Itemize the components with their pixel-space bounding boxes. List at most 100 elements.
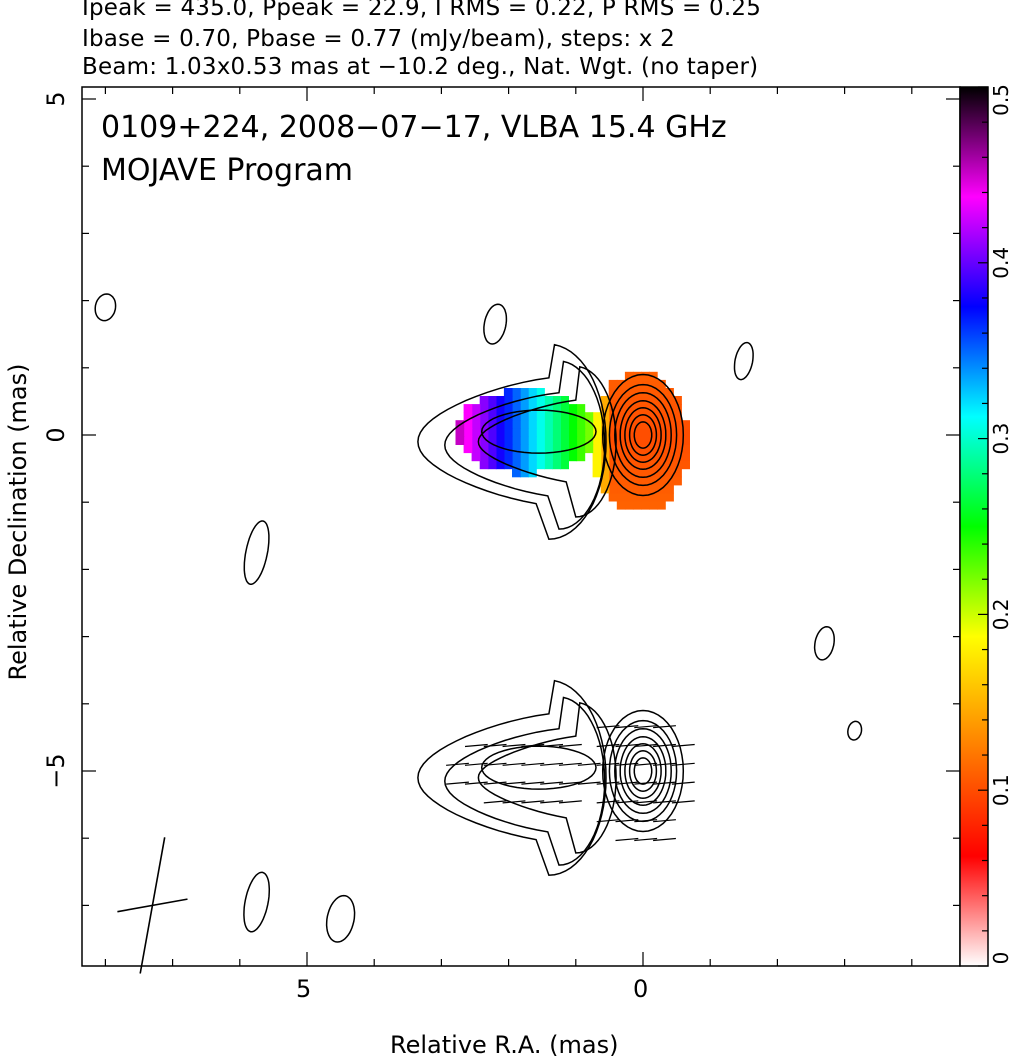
polarization-pixel <box>503 444 513 454</box>
polarization-pixel <box>624 444 634 454</box>
lower-contour-core-5 <box>628 750 658 792</box>
noise-contour-1 <box>483 303 508 345</box>
polarization-pixel <box>592 460 602 470</box>
polarization-pixel <box>512 444 521 454</box>
polarization-pixel <box>560 404 569 413</box>
polarization-pixel <box>487 420 497 429</box>
colorbar-labels: 0 0.1 0.2 0.3 0.4 0.5 <box>989 84 1013 964</box>
polarization-pixel <box>512 468 521 478</box>
lower-contour-2 <box>444 696 606 866</box>
polarization-pixel <box>471 444 481 454</box>
polarization-pixel <box>681 428 690 437</box>
polarization-pixel <box>471 452 481 462</box>
polarization-pixel <box>624 452 634 462</box>
polarization-pixel <box>463 412 473 421</box>
polarization-pixel <box>576 452 586 462</box>
polarization-pixel <box>632 436 642 445</box>
polarization-vector <box>615 743 639 748</box>
polarization-pixel <box>616 484 626 494</box>
x-tick-label-5: 5 <box>296 975 312 1003</box>
polarization-pixel <box>649 492 658 502</box>
polarization-pixel <box>600 484 610 494</box>
polarization-pixel <box>536 404 545 413</box>
x-axis-label: Relative R.A. (mas) <box>390 1031 619 1059</box>
lower-contour-jet <box>480 745 597 790</box>
polarization-pixel <box>616 396 626 405</box>
polarization-pixel <box>632 452 642 462</box>
polarization-vector <box>502 762 526 766</box>
upper-contour-core-5 <box>628 414 658 456</box>
polarization-pixel <box>479 460 489 470</box>
polarization-pixel <box>592 444 602 454</box>
polarization-pixel <box>552 452 561 462</box>
polarization-pixel <box>576 428 586 437</box>
polarization-pixel <box>632 492 642 502</box>
polarization-pixel <box>512 404 521 413</box>
lower-contour-3 <box>477 701 617 854</box>
polarization-pixel <box>528 460 537 470</box>
polarization-pixel <box>657 444 666 454</box>
polarization-vector <box>483 781 507 785</box>
colorbar-label: 0 <box>989 952 1013 965</box>
polarization-pixel <box>487 436 497 445</box>
polarization-pixel <box>681 452 690 462</box>
polarization-pixel <box>503 388 513 397</box>
polarization-pixel <box>544 412 553 421</box>
polarization-pixel <box>463 420 473 429</box>
polarization-pixel <box>528 420 537 429</box>
polarization-pixel <box>665 388 674 397</box>
lower-contour-core-3 <box>619 735 667 807</box>
polarization-pixel <box>649 476 658 486</box>
polarization-pixel <box>616 500 626 510</box>
polarization-pixel <box>520 388 529 397</box>
polarization-pixel <box>673 412 682 421</box>
polarization-pixel <box>624 396 634 405</box>
polarization-pixel <box>632 379 642 389</box>
polarization-vector <box>596 819 620 823</box>
polarization-pixel <box>512 460 521 470</box>
polarization-pixel <box>479 436 489 445</box>
polarization-pixel <box>568 452 578 462</box>
polarization-pixel <box>592 428 602 437</box>
polarization-pixel <box>665 492 674 502</box>
polarization-pixel <box>649 412 658 421</box>
polarization-pixel <box>584 428 594 437</box>
polarization-pixel <box>608 388 618 397</box>
polarization-pixel <box>608 379 618 389</box>
polarization-pixel <box>536 436 545 445</box>
polarization-pixel <box>681 436 690 445</box>
polarization-vector <box>653 800 676 804</box>
polarization-pixel <box>632 468 642 478</box>
polarization-pixel <box>528 396 537 405</box>
polarization-vector <box>483 800 507 804</box>
noise-contour-3 <box>243 520 270 585</box>
polarization-pixel <box>624 468 634 478</box>
polarization-pixel <box>649 468 658 478</box>
polarization-pixel <box>665 428 674 437</box>
polarization-pixel <box>520 428 529 437</box>
polarization-pixel <box>673 436 682 445</box>
lower-contour-core-1 <box>608 719 678 823</box>
polarization-pixel <box>649 404 658 413</box>
polarization-pixel <box>512 452 521 462</box>
polarization-vector <box>464 743 488 748</box>
polarization-pixel <box>560 460 569 470</box>
polarization-pixel <box>479 404 489 413</box>
upper-contour-core-3 <box>619 399 667 471</box>
polarization-pixel <box>641 452 650 462</box>
beam-marker <box>117 837 188 974</box>
polarization-pixel <box>528 452 537 462</box>
polarization-vector <box>634 837 658 842</box>
header-line-2: Ibase = 0.70, Pbase = 0.77 (mJy/beam), s… <box>82 26 675 52</box>
polarization-pixel <box>536 444 545 454</box>
polarization-pixel <box>649 379 658 389</box>
polarization-pixel <box>536 412 545 421</box>
polarization-pixel <box>641 468 650 478</box>
polarization-pixel <box>657 396 666 405</box>
polarization-pixel <box>624 484 634 494</box>
polarization-vector <box>446 762 469 766</box>
noise-contour-2 <box>733 341 754 381</box>
polarization-pixel <box>592 436 602 445</box>
polarization-pixel <box>657 468 666 478</box>
noise-contour-4 <box>813 626 835 661</box>
